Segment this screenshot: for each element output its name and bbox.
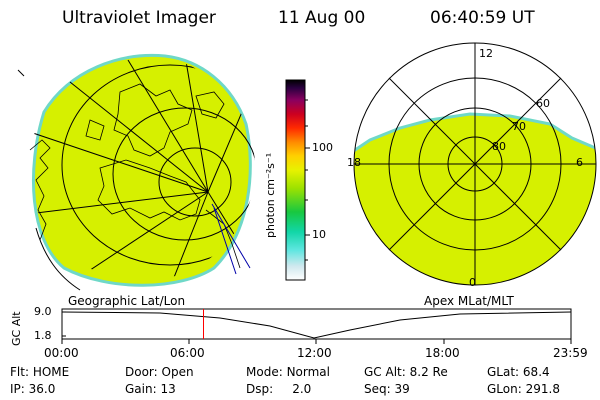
time-tick-2359: 23:59: [553, 346, 588, 360]
altitude-ymax: 9.0: [34, 305, 52, 318]
status-glat: GLat: 68.4: [487, 365, 550, 379]
apex-panel-label: Apex MLat/MLT: [424, 294, 514, 308]
mlt-label-6: 6: [576, 156, 583, 169]
mlat-label-70: 70: [512, 120, 526, 133]
date-label: 11 Aug 00: [278, 8, 366, 28]
status-dsp: Dsp: 2.0: [246, 382, 312, 396]
status-gc-alt: GC Alt: 8.2 Re: [364, 365, 448, 379]
colorbar-tick-100: 100: [312, 141, 333, 154]
status-glon: GLon: 291.8: [487, 382, 560, 396]
status-door: Door: Open: [125, 365, 194, 379]
magnetic-polar-panel: [353, 42, 597, 286]
altitude-axis-label: GC Alt: [10, 311, 23, 346]
instrument-title: Ultraviolet Imager: [62, 8, 216, 28]
mlt-label-18: 18: [347, 156, 361, 169]
mlat-label-80: 80: [492, 140, 506, 153]
time-label: 06:40:59 UT: [430, 8, 535, 28]
altitude-ymin: 1.8: [34, 329, 52, 342]
mlat-label-60: 60: [536, 97, 550, 110]
time-tick-0600: 06:00: [170, 346, 205, 360]
time-tick-1800: 18:00: [425, 346, 460, 360]
status-gain: Gain: 13: [125, 382, 176, 396]
time-tick-0000: 00:00: [44, 346, 79, 360]
colorbar-unit-label: photon cm⁻²s⁻¹: [264, 152, 277, 238]
status-mode: Mode: Normal: [246, 365, 330, 379]
intensity-colorbar: [285, 79, 310, 281]
time-tick-1200: 12:00: [297, 346, 332, 360]
altitude-plot: [61, 308, 572, 344]
status-seq: Seq: 39: [364, 382, 410, 396]
aurora-image: [31, 53, 252, 287]
status-flight: Flt: HOME: [10, 365, 70, 379]
altitude-curve: [61, 311, 572, 339]
mlt-label-12: 12: [479, 47, 493, 60]
colorbar-tick-10: 10: [312, 228, 326, 241]
aurora-image-mlt: [354, 112, 596, 285]
geographic-panel-label: Geographic Lat/Lon: [68, 294, 186, 308]
status-ip: IP: 36.0: [10, 382, 56, 396]
mlt-label-0: 0: [469, 276, 476, 289]
geographic-image-panel: [17, 53, 255, 291]
